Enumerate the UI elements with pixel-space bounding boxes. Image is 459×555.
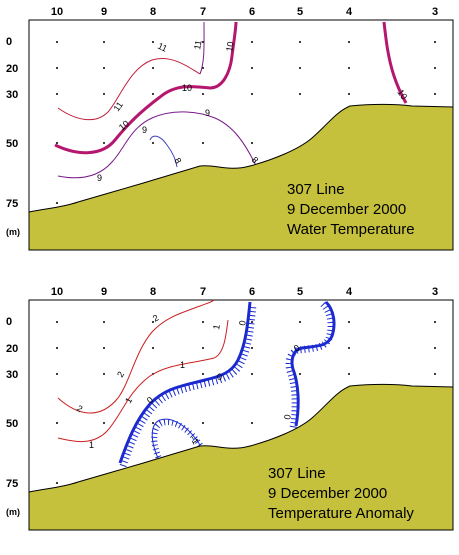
temperature-anomaly-plot: 10 9 8 7 6 5 4 3 0 20 30 50 75 (m) 2 1 2… (6, 286, 454, 531)
depth-label: 30 (6, 89, 18, 101)
station-label: 3 (432, 6, 438, 18)
contour-label: 8 (172, 156, 183, 165)
contour-label: 0 (282, 414, 293, 421)
contour-label: 2 (75, 403, 84, 414)
caption-line-3: Water Temperature (287, 221, 415, 238)
zero-anomaly-contours (118, 300, 336, 468)
station-label: 10 (51, 6, 63, 18)
temperature-contours (54, 21, 408, 179)
station-label: 6 (249, 6, 255, 18)
sample-points (56, 41, 436, 204)
caption-line-1: 307 Line (268, 465, 326, 482)
depth-label: 0 (6, 316, 12, 328)
station-label: 8 (150, 6, 156, 18)
depth-label: 75 (6, 478, 18, 490)
depth-label: 50 (6, 418, 18, 430)
temperature-anomaly-panel: 10 9 8 7 6 5 4 3 0 20 30 50 75 (m) 2 1 2… (0, 280, 459, 555)
contour-label: 1 (123, 396, 134, 405)
station-label: 7 (200, 6, 206, 18)
station-label: 8 (150, 286, 156, 298)
caption-line-2: 9 December 2000 (287, 201, 406, 218)
depth-label: 30 (6, 369, 18, 381)
contour-label: 10 (117, 118, 131, 132)
contour-label: 10 (224, 41, 236, 53)
anomaly-contour-labels: 2 1 2 1 2 1 1 0 0 0 -1 0 0 (75, 313, 301, 450)
station-label: 9 (101, 286, 107, 298)
station-label: 10 (51, 286, 63, 298)
station-label: 4 (346, 6, 353, 18)
depth-unit-label: (m) (6, 227, 20, 237)
contour-label: -1 (188, 434, 201, 446)
contour-label: 9 (97, 173, 102, 183)
station-label: 4 (346, 286, 353, 298)
station-label: 9 (101, 6, 107, 18)
contour-label: 0 (217, 372, 222, 382)
depth-unit-label: (m) (6, 507, 20, 517)
contour-label: 0 (237, 320, 248, 327)
positive-anomaly-contours (57, 299, 229, 442)
depth-label: 20 (6, 63, 18, 75)
contour-label: 0 (145, 395, 155, 406)
depth-label: 50 (6, 138, 18, 150)
station-label: 3 (432, 286, 438, 298)
seabed (28, 384, 454, 531)
temperature-contour-labels: 11 11 11 10 10 10 9 9 9 8 8 10 (97, 39, 409, 183)
water-temperature-plot: 10 9 8 7 6 5 4 3 0 20 30 50 75 (m) 11 11… (6, 6, 454, 251)
contour-label: 10 (182, 83, 192, 93)
station-label: 5 (297, 6, 303, 18)
contour-label: 10 (395, 87, 409, 101)
contour-label: 9 (205, 108, 210, 118)
contour-label: 11 (156, 41, 169, 54)
caption-line-3: Temperature Anomaly (268, 505, 414, 522)
contour-label: 1 (211, 324, 222, 331)
contour-label: 2 (115, 370, 126, 379)
contour-label: 2 (151, 313, 160, 324)
contour-label: 8 (249, 155, 260, 165)
sample-points (56, 321, 436, 484)
depth-label: 20 (6, 343, 18, 355)
depth-label: 75 (6, 198, 18, 210)
contour-label: 0 (292, 343, 301, 354)
caption-line-2: 9 December 2000 (268, 485, 387, 502)
station-label: 7 (200, 286, 206, 298)
contour-label: 1 (89, 440, 94, 450)
station-label: 6 (249, 286, 255, 298)
caption-line-1: 307 Line (287, 181, 345, 198)
contour-label: 9 (142, 125, 147, 135)
contour-label: 1 (180, 360, 185, 370)
contour-label: 11 (192, 39, 203, 50)
depth-label: 0 (6, 36, 12, 48)
station-label: 5 (297, 286, 303, 298)
seabed (28, 104, 454, 251)
water-temperature-panel: 10 9 8 7 6 5 4 3 0 20 30 50 75 (m) 11 11… (0, 0, 459, 275)
